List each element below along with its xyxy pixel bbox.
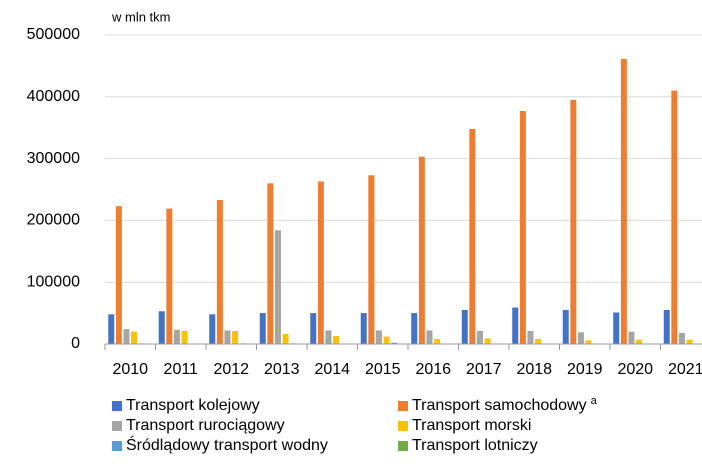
legend-note: a xyxy=(591,395,598,407)
bar xyxy=(461,310,468,344)
y-tick-label: 500000 xyxy=(27,26,80,43)
y-tick-label: 300000 xyxy=(27,150,80,167)
x-tick-label: 2012 xyxy=(213,361,249,378)
bar xyxy=(577,332,584,344)
bar xyxy=(613,312,620,344)
x-tick-label: 2020 xyxy=(617,361,653,378)
x-tick-label: 2017 xyxy=(466,361,502,378)
bar xyxy=(115,206,122,344)
legend-swatch xyxy=(112,401,122,411)
bar xyxy=(375,330,382,344)
x-tick-label: 2016 xyxy=(415,361,451,378)
bar xyxy=(274,230,281,344)
bar xyxy=(663,310,670,344)
bar xyxy=(383,336,390,344)
bar xyxy=(166,208,173,344)
bar xyxy=(360,313,367,344)
bar xyxy=(173,329,180,344)
bar xyxy=(434,339,441,344)
bar xyxy=(232,331,239,344)
bar xyxy=(636,339,643,344)
y-tick-label: 400000 xyxy=(27,88,80,105)
bar xyxy=(123,329,130,344)
bar xyxy=(391,342,398,344)
bar xyxy=(333,335,340,344)
bar xyxy=(310,313,317,344)
legend-swatch xyxy=(398,441,408,451)
bar xyxy=(678,332,685,344)
bar xyxy=(620,59,627,345)
x-tick-label: 2013 xyxy=(264,361,300,378)
bar xyxy=(570,99,577,344)
x-tick-label: 2019 xyxy=(567,361,603,378)
bar xyxy=(216,200,223,344)
x-tick-label: 2010 xyxy=(112,361,148,378)
legend-label: Transport rurociągowy xyxy=(126,417,285,434)
bar xyxy=(469,128,476,344)
bar xyxy=(108,314,115,344)
bar xyxy=(325,330,332,344)
bar xyxy=(527,331,534,344)
legend-label: Transport samochodowy a xyxy=(412,395,598,414)
bar xyxy=(368,175,375,344)
bar xyxy=(158,311,165,344)
bar xyxy=(224,330,231,344)
legend-label: Transport kolejowy xyxy=(126,397,260,414)
y-tick-label: 0 xyxy=(71,335,80,352)
bar xyxy=(317,181,324,344)
x-tick-label: 2011 xyxy=(164,361,199,378)
bar xyxy=(259,313,266,344)
bar xyxy=(519,111,526,344)
bar xyxy=(181,331,188,344)
bar xyxy=(562,310,569,344)
legend-swatch xyxy=(112,421,122,431)
bar xyxy=(686,339,693,344)
bar xyxy=(418,156,425,344)
x-tick-label: 2015 xyxy=(365,361,401,378)
bar xyxy=(411,313,418,344)
bar xyxy=(512,307,519,344)
bar xyxy=(426,330,433,344)
legend-label: Transport morski xyxy=(412,417,531,434)
bar xyxy=(267,183,274,344)
x-tick-label: 2021 xyxy=(668,361,702,378)
legend-swatch xyxy=(398,401,408,411)
legend-label: Śródlądowy transport wodny xyxy=(126,435,328,454)
bar xyxy=(131,331,138,344)
bar xyxy=(209,314,216,344)
legend-swatch xyxy=(112,441,122,451)
bar xyxy=(535,339,542,344)
bar xyxy=(585,340,592,344)
y-tick-label: 200000 xyxy=(27,212,80,229)
bar xyxy=(484,338,491,344)
x-tick-label: 2014 xyxy=(314,361,350,378)
legend-label: Transport lotniczy xyxy=(412,437,538,454)
bar xyxy=(282,334,289,344)
bar xyxy=(671,90,678,345)
x-tick-label: 2018 xyxy=(516,361,552,378)
bar xyxy=(476,331,483,344)
y-tick-label: 100000 xyxy=(27,273,80,290)
unit-label: w mln tkm xyxy=(111,9,171,24)
bar xyxy=(628,331,635,344)
legend-swatch xyxy=(398,421,408,431)
